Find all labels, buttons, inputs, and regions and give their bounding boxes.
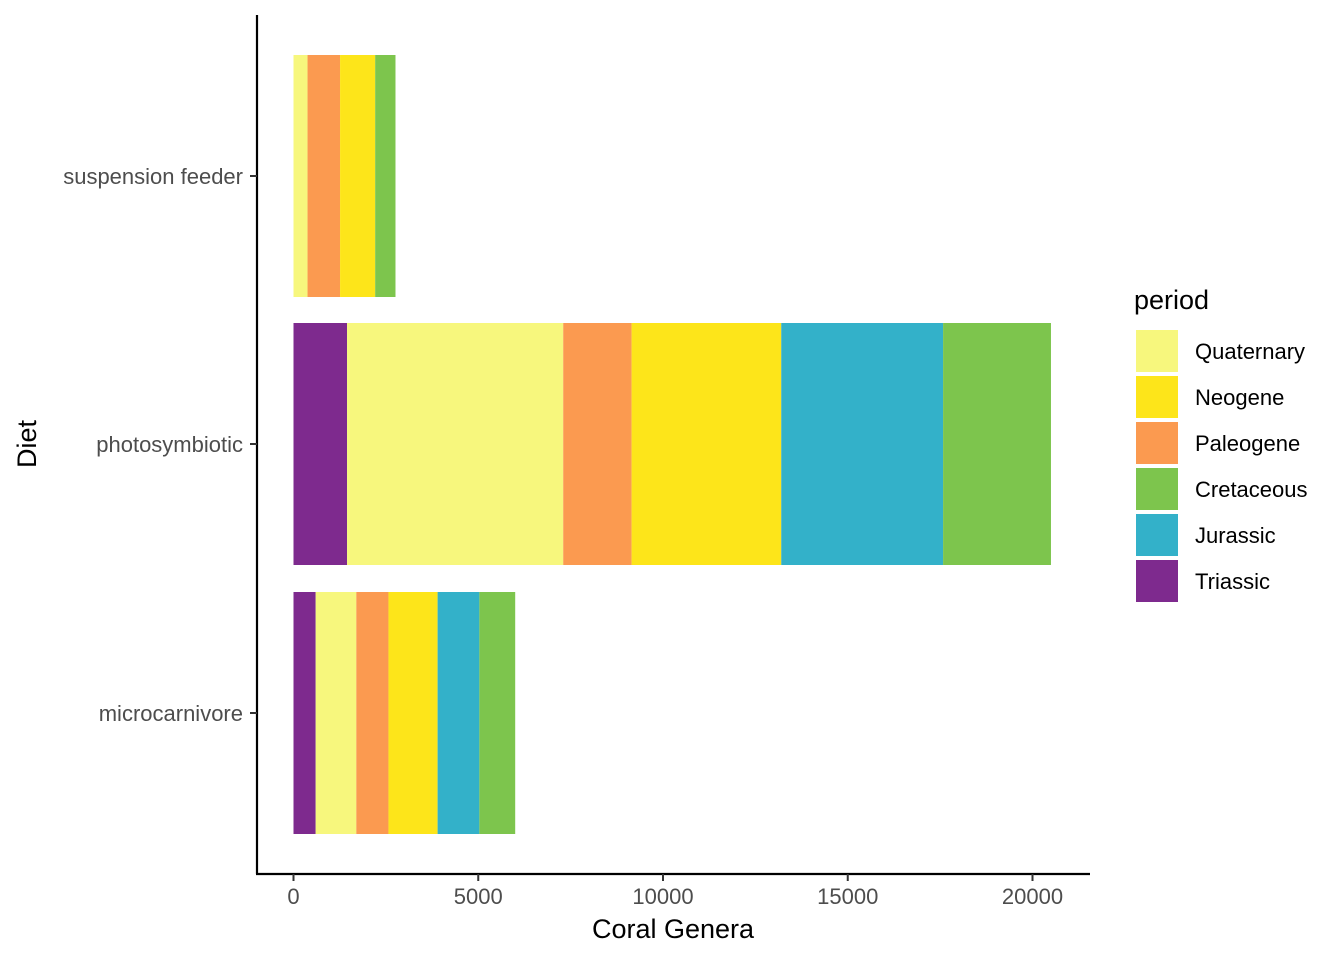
x-tick-label: 15000 [817, 884, 878, 909]
bar-photosymbiotic-paleogene [563, 323, 632, 565]
x-axis-title: Coral Genera [592, 914, 755, 944]
bar-suspension-feeder-paleogene [307, 55, 341, 297]
legend-swatch-quaternary [1136, 330, 1178, 372]
bar-microcarnivore-neogene [388, 592, 438, 834]
legend-swatch-triassic [1136, 560, 1178, 602]
legend-swatch-paleogene [1136, 422, 1178, 464]
x-tick-label: 20000 [1002, 884, 1063, 909]
bar-suspension-feeder-cretaceous [375, 55, 396, 297]
bar-suspension-feeder-neogene [340, 55, 376, 297]
legend-swatch-cretaceous [1136, 468, 1178, 510]
legend-label-neogene: Neogene [1195, 385, 1284, 410]
bar-suspension-feeder-quaternary [293, 55, 308, 297]
bar-microcarnivore-cretaceous [479, 592, 516, 834]
bar-photosymbiotic-triassic [293, 323, 348, 565]
x-axis-ticks: 0 5000 10000 15000 20000 [287, 874, 1063, 909]
x-tick-label: 10000 [632, 884, 693, 909]
bar-photosymbiotic-neogene [631, 323, 782, 565]
y-tick-label: photosymbiotic [96, 432, 243, 457]
y-tick-label: microcarnivore [99, 701, 243, 726]
legend-title: period [1134, 285, 1209, 315]
bar-microcarnivore-quaternary [315, 592, 357, 834]
bar-microcarnivore-paleogene [356, 592, 389, 834]
legend-label-cretaceous: Cretaceous [1195, 477, 1308, 502]
y-tick-label: suspension feeder [63, 164, 243, 189]
y-axis-title: Diet [12, 419, 42, 468]
bar-photosymbiotic-quaternary [347, 323, 564, 565]
legend-label-quaternary: Quaternary [1195, 339, 1305, 364]
legend-swatch-jurassic [1136, 514, 1178, 556]
legend-label-triassic: Triassic [1195, 569, 1270, 594]
bar-microcarnivore-triassic [293, 592, 316, 834]
bars-layer [293, 55, 1051, 834]
legend-swatch-neogene [1136, 376, 1178, 418]
legend-label-paleogene: Paleogene [1195, 431, 1300, 456]
legend: period Quaternary Neogene Paleogene Cretace… [1134, 285, 1308, 602]
legend-label-jurassic: Jurassic [1195, 523, 1276, 548]
bar-photosymbiotic-cretaceous [943, 323, 1051, 565]
x-tick-label: 5000 [454, 884, 503, 909]
bar-microcarnivore-jurassic [437, 592, 480, 834]
x-tick-label: 0 [287, 884, 299, 909]
bar-photosymbiotic-jurassic [781, 323, 944, 565]
y-axis-ticks: suspension feeder photosymbiotic microcarn… [63, 164, 257, 726]
